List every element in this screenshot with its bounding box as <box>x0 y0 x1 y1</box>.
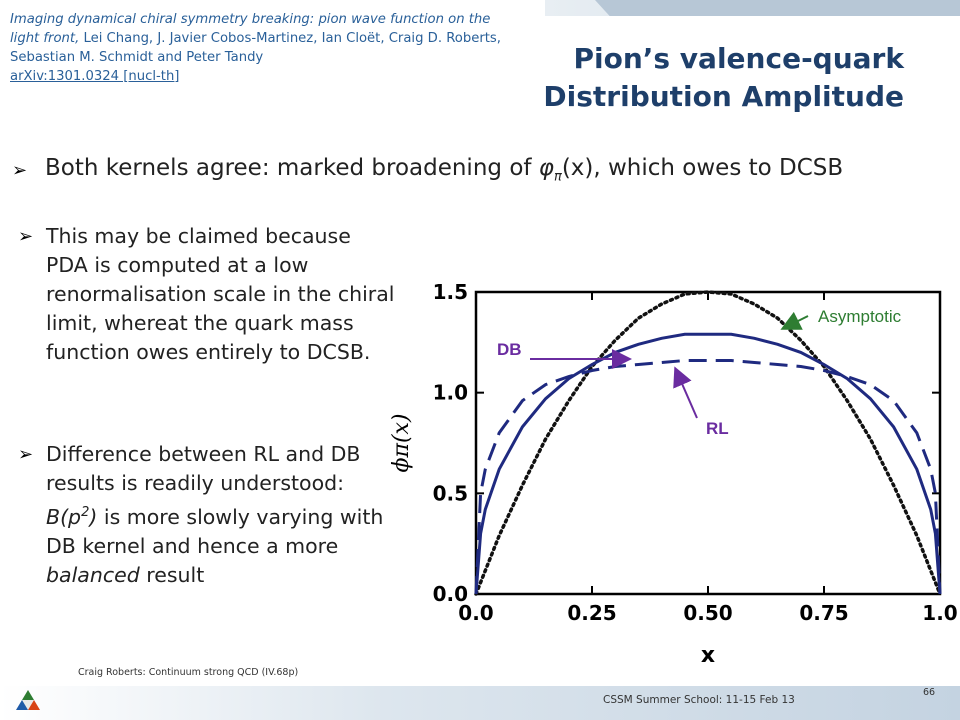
footer-note: Craig Roberts: Continuum strong QCD (IV.… <box>78 667 299 678</box>
slide-title: Pion’s valence-quark Distribution Amplit… <box>470 40 904 116</box>
citation-link[interactable]: arXiv:1301.0324 [nucl-th] <box>10 69 180 84</box>
bullet-difference: Difference between RL and DB results is … <box>46 440 398 590</box>
bullet3-B: B(p <box>46 504 82 529</box>
logo-icon <box>16 690 40 710</box>
series-asymptotic <box>474 290 942 596</box>
footer-school: CSSM Summer School: 11-15 Feb 13 <box>603 694 795 706</box>
footer-band <box>0 686 960 720</box>
pda-chart: 0.0 0.25 0.50 0.75 1.0 0.0 0.5 1.0 1.5 x ϕπ(x) Asym… <box>389 280 958 668</box>
header-band-accent <box>595 0 960 16</box>
bullet-arrow-icon: ➢ <box>18 444 34 465</box>
bullet-kernels-agree: Both kernels agree: marked broadening of… <box>45 154 843 192</box>
bullet3-close: ) <box>89 504 98 529</box>
citation: Imaging dynamical chiral symmetry breaki… <box>10 10 510 86</box>
x-tick-label: 0.25 <box>567 601 616 625</box>
series-db <box>474 332 942 595</box>
slide-title-line1: Pion’s valence-quark <box>573 42 904 75</box>
bullet3-sup: 2 <box>81 505 90 520</box>
bullet1-pre: Both kernels agree: marked broadening of <box>45 155 539 181</box>
annotation-rl: RL <box>706 419 729 438</box>
bullet-arrow-icon: ➢ <box>18 226 34 247</box>
x-tick-label: 0.50 <box>683 601 732 625</box>
y-tick-label: 0.5 <box>433 481 468 505</box>
annotation-asymptotic-arrow <box>780 311 809 330</box>
bullet3-mid: is more slowly varying with DB kernel an… <box>46 504 384 558</box>
series-rl <box>474 359 942 595</box>
annotation-db: DB <box>497 340 522 359</box>
bullet3-pre: Difference between RL and DB results is … <box>46 442 361 495</box>
bullet1-phi: φ <box>538 155 554 181</box>
x-tick-label: 0.75 <box>799 601 848 625</box>
y-tick-label: 1.0 <box>433 381 468 405</box>
x-tick-label: 1.0 <box>922 601 957 625</box>
bullet1-post: (x), which owes to DCSB <box>561 155 844 181</box>
bullet1-sub: π <box>553 169 562 185</box>
annotation-rl-arrow <box>673 366 698 419</box>
bullet-claimed: This may be claimed because PDA is compu… <box>46 224 395 364</box>
y-tick-label: 1.5 <box>433 280 468 304</box>
bullet-arrow-icon: ➢ <box>12 160 28 181</box>
y-axis-label: ϕπ(x) <box>389 413 414 472</box>
citation-authors: Lei Chang, J. Javier Cobos-Martinez, Ian… <box>10 31 501 65</box>
plot-frame <box>474 290 942 596</box>
slide-title-line2: Distribution Amplitude <box>543 80 904 113</box>
x-axis-label: x <box>701 643 715 668</box>
citation-title: Imaging dynamical chiral symmetry breaki… <box>10 12 491 46</box>
bullet3-balanced: balanced <box>46 562 140 587</box>
page-number: 66 <box>923 687 936 698</box>
y-tick-label: 0.0 <box>433 582 468 606</box>
annotation-asymptotic: Asymptotic <box>818 307 902 326</box>
x-tick-label: 0.0 <box>458 601 493 625</box>
bullet3-post: result <box>139 562 205 587</box>
